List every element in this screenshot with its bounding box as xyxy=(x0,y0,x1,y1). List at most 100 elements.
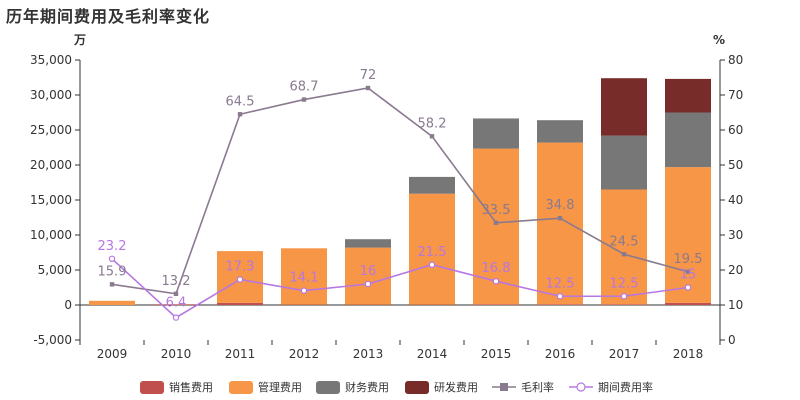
right-axis-unit: % xyxy=(713,33,725,47)
legend-swatch xyxy=(316,381,340,394)
gross-data-label: 72 xyxy=(360,68,377,83)
bar-admin-2014 xyxy=(409,193,455,305)
x-tick-label: 2015 xyxy=(481,347,512,361)
left-tick-label: 0 xyxy=(64,298,72,312)
bar-finance-2013 xyxy=(345,239,391,248)
gross-data-label: 33.5 xyxy=(482,203,511,218)
period-data-label: 12.5 xyxy=(546,276,575,291)
period-point xyxy=(620,293,628,300)
period-data-label: 12.5 xyxy=(610,276,639,291)
left-tick-label: 20,000 xyxy=(30,158,72,172)
gross-data-label: 24.5 xyxy=(610,234,639,249)
right-tick-label: 0 xyxy=(728,333,736,347)
bar-rnd-2018 xyxy=(665,78,711,113)
left-tick-label: 30,000 xyxy=(30,88,72,102)
left-tick-label: 25,000 xyxy=(30,123,72,137)
period-data-label: 16 xyxy=(360,264,377,279)
period-point xyxy=(108,255,116,262)
gross-point xyxy=(621,252,627,257)
gross-point xyxy=(109,282,115,287)
x-tick-label: 2011 xyxy=(225,347,256,361)
period-data-label: 15 xyxy=(680,268,697,283)
gross-point xyxy=(493,220,499,225)
x-tick-label: 2010 xyxy=(161,347,192,361)
left-tick-label: -5,000 xyxy=(33,333,72,347)
left-tick-label: 5,000 xyxy=(38,263,72,277)
gross-point xyxy=(365,85,371,91)
bar-admin-2017 xyxy=(601,189,647,305)
right-tick-label: 50 xyxy=(728,158,743,172)
right-tick-label: 80 xyxy=(728,53,743,67)
bar-admin-2013 xyxy=(345,247,391,305)
legend-label: 研发费用 xyxy=(434,380,478,394)
bar-sales-2011 xyxy=(217,302,263,305)
period-point xyxy=(364,280,372,288)
legend-label: 期间费用率 xyxy=(598,380,653,394)
period-point xyxy=(684,284,692,291)
gross-data-label: 64.5 xyxy=(226,94,255,109)
period-data-label: 17.3 xyxy=(226,259,255,274)
legend-item-rnd: 研发费用 xyxy=(405,380,478,394)
gross-point xyxy=(173,291,179,296)
right-tick-label: 70 xyxy=(728,88,743,102)
gross-point xyxy=(301,97,307,102)
bar-sales-2018 xyxy=(665,302,711,305)
period-point xyxy=(172,314,180,321)
bar-sales-2015 xyxy=(473,304,519,305)
left-tick-label: 15,000 xyxy=(30,193,72,207)
right-tick-label: 20 xyxy=(728,263,743,277)
period-point xyxy=(428,261,436,268)
bar-finance-2018 xyxy=(665,112,711,168)
legend-label: 管理费用 xyxy=(258,380,302,394)
gross-data-label: 68.7 xyxy=(290,80,319,95)
period-data-label: 23.2 xyxy=(98,239,127,254)
bar-admin-2012 xyxy=(281,248,327,305)
chart-title: 历年期间费用及毛利率变化 xyxy=(6,7,211,26)
bar-finance-2014 xyxy=(409,176,455,194)
bar-rnd-2017 xyxy=(601,78,647,136)
x-tick-label: 2013 xyxy=(353,347,384,361)
gross-line xyxy=(111,87,689,295)
bar-sales-2010 xyxy=(153,304,199,305)
gross-data-label: 58.2 xyxy=(418,116,447,131)
legend-swatch-marker xyxy=(500,383,508,391)
bar-admin-2018 xyxy=(665,167,711,303)
period-point xyxy=(492,278,500,285)
bar-finance-2017 xyxy=(601,135,647,190)
bar-sales-2016 xyxy=(537,304,583,305)
bar-finance-2015 xyxy=(473,118,519,149)
legend-item-finance: 财务费用 xyxy=(316,380,389,394)
legend-item-gross: 毛利率 xyxy=(492,380,554,394)
right-tick-label: 40 xyxy=(728,193,743,207)
period-line xyxy=(111,258,689,319)
bar-admin-2009 xyxy=(89,300,135,305)
gross-point xyxy=(237,112,243,117)
legend-label: 毛利率 xyxy=(521,380,554,394)
right-tick-label: 30 xyxy=(728,228,743,242)
legend-item-period: 期间费用率 xyxy=(569,380,653,394)
period-point xyxy=(300,287,308,294)
legend-swatch-marker xyxy=(576,382,586,392)
legend-label: 销售费用 xyxy=(169,380,213,394)
right-tick-label: 10 xyxy=(728,298,743,312)
right-tick-label: 60 xyxy=(728,123,743,137)
bar-admin-2016 xyxy=(537,142,583,305)
left-tick-label: 10,000 xyxy=(30,228,72,242)
x-tick-label: 2018 xyxy=(673,347,704,361)
legend-swatch xyxy=(229,381,253,394)
legend-item-admin: 管理费用 xyxy=(229,380,302,394)
left-axis-unit: 万 xyxy=(73,33,86,47)
gross-data-label: 34.8 xyxy=(546,198,575,213)
period-data-label: 21.5 xyxy=(418,245,447,260)
gross-data-label: 15.9 xyxy=(98,264,127,279)
x-tick-label: 2009 xyxy=(97,347,128,361)
x-tick-label: 2016 xyxy=(545,347,576,361)
period-point xyxy=(236,276,244,283)
left-tick-label: 35,000 xyxy=(30,53,72,67)
gross-point xyxy=(429,134,435,139)
period-data-label: 6.4 xyxy=(166,296,187,311)
x-tick-label: 2014 xyxy=(417,347,448,361)
gross-point xyxy=(557,216,563,221)
legend-swatch xyxy=(140,381,164,394)
